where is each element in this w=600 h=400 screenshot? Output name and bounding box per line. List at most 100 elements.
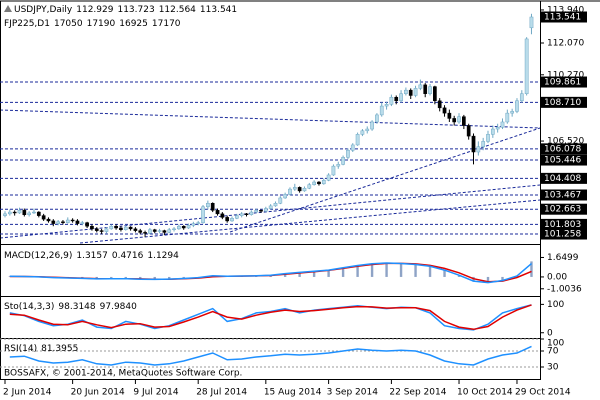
candle-body: [138, 230, 143, 233]
header-part: 17170: [152, 19, 181, 29]
indicator-line: [9, 304, 532, 331]
candle-body: [36, 211, 41, 216]
histogram-bar: [139, 276, 142, 280]
header-part: 112.929: [76, 5, 113, 15]
candle-body: [360, 130, 365, 135]
candle-body: [17, 210, 22, 214]
candle-body: [312, 181, 316, 185]
candle-body: [181, 225, 186, 229]
candle-body: [210, 202, 215, 211]
header-part: 17050: [54, 19, 83, 29]
candle-body: [350, 144, 355, 151]
indicator-line: [9, 345, 532, 366]
candle-body: [51, 220, 56, 224]
y-tick-label: 112.070: [547, 38, 584, 48]
header-part: 113.723: [117, 5, 154, 15]
candle-body: [428, 86, 432, 94]
panel-header: USDJPY,Daily 112.929 113.723 112.564 113.541: [14, 5, 237, 15]
histogram-bar: [428, 266, 432, 277]
header-part: 1.3157: [76, 251, 108, 261]
candle-body: [206, 202, 210, 208]
candle-body: [336, 164, 341, 167]
candle-body: [244, 213, 249, 215]
header-part: 98.3148: [58, 302, 95, 312]
candle-body: [447, 112, 452, 119]
candle-body: [490, 128, 495, 135]
level-label: 109.861: [544, 78, 581, 88]
candle-body: [302, 187, 307, 192]
candle-body: [442, 107, 447, 114]
header-icon: [4, 5, 12, 12]
candle-body: [370, 121, 374, 130]
candle-body: [288, 188, 292, 195]
candle-body: [307, 184, 312, 189]
candle-body: [408, 89, 413, 96]
level-box: [541, 143, 587, 155]
indicator-line: [9, 262, 532, 284]
candle-body: [230, 218, 234, 222]
header-part: 97.9840: [100, 302, 137, 312]
candle-body: [519, 93, 524, 102]
candle-body: [437, 100, 442, 109]
histogram-bar: [168, 276, 171, 280]
histogram-bar: [443, 270, 446, 277]
candle-body: [481, 141, 486, 147]
candle-body: [283, 194, 287, 199]
candle-body: [273, 202, 278, 207]
panel-header: RSI(14) 81.3955: [4, 344, 78, 354]
candle-body: [495, 127, 500, 130]
panel-header: FJP225,D1 17050 17190 16925 17170: [4, 19, 181, 29]
histogram-bar: [110, 276, 113, 279]
candle-body: [215, 210, 220, 215]
histogram-bar: [486, 276, 490, 283]
candle-body: [384, 104, 389, 107]
candle-body: [239, 213, 244, 216]
candle-body: [46, 218, 51, 222]
price-label: 113.541: [544, 13, 581, 23]
candle-body: [123, 226, 128, 230]
candle-body: [355, 134, 360, 146]
candle-body: [476, 146, 481, 153]
trend-line: [0, 109, 541, 129]
candle-body: [133, 228, 138, 231]
candle-body: [152, 229, 157, 232]
candle-body: [515, 100, 519, 112]
candle-body: [249, 211, 254, 215]
candle-body: [326, 174, 331, 181]
header-part: 113.541: [200, 5, 237, 15]
candle-body: [220, 213, 225, 218]
y-tick-label: 30: [547, 363, 559, 373]
candle-body: [196, 222, 201, 224]
header-part: USDJPY,Daily: [14, 5, 73, 15]
candle-body: [90, 225, 94, 230]
candle-body: [433, 86, 437, 102]
candle-body: [119, 227, 123, 230]
candle-body: [75, 220, 80, 224]
candle-body: [505, 112, 510, 123]
level-label: 105.446: [544, 156, 581, 166]
level-box: [541, 96, 587, 108]
candle-body: [70, 219, 75, 222]
candle-body: [41, 215, 46, 220]
candle-body: [278, 197, 283, 204]
histogram-bar: [312, 271, 316, 277]
candle-body: [486, 134, 490, 142]
candle-body: [365, 128, 370, 132]
candle-body: [186, 225, 191, 229]
candle-body: [452, 118, 457, 123]
y-tick-label: 0.00: [547, 272, 567, 282]
histogram-bar: [153, 276, 156, 280]
histogram-bar: [457, 275, 461, 277]
candle-body: [346, 149, 350, 158]
candle-body: [418, 84, 423, 89]
candle-body: [80, 222, 85, 224]
candle-body: [399, 93, 403, 102]
candle-body: [225, 217, 230, 222]
level-box: [541, 228, 587, 240]
x-tick-label: 10 Oct 2014: [457, 388, 513, 398]
candle-body: [99, 230, 104, 232]
candle-body: [389, 96, 394, 105]
candle-body: [201, 206, 205, 223]
